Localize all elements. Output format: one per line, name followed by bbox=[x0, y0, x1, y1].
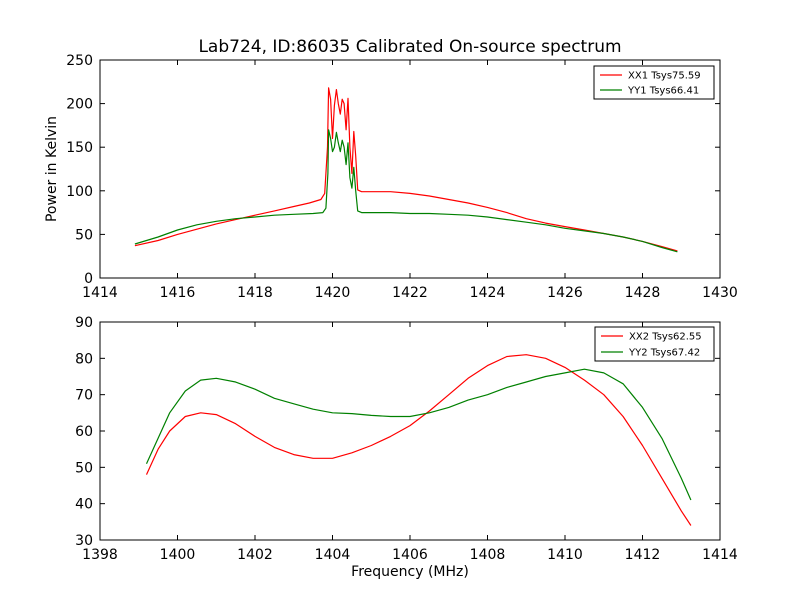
x-tick-label: 1406 bbox=[392, 547, 428, 563]
legend: XX2 Tsys62.55 YY2 Tsys67.42 bbox=[594, 326, 715, 362]
x-tick-label: 1416 bbox=[160, 285, 196, 301]
legend-label-yy2: YY2 Tsys67.42 bbox=[628, 348, 700, 359]
axis-ticks: 1398 1400 1402 1404 1406 1408 1410 1412 1414 30 40… bbox=[75, 315, 738, 563]
x-tick-label: 1410 bbox=[547, 547, 583, 563]
y-tick-label: 90 bbox=[75, 315, 93, 331]
x-tick-label: 1412 bbox=[625, 547, 661, 563]
y-tick-label: 150 bbox=[66, 140, 93, 156]
chart-bottom-panel: Frequency (MHz) 1398 1400 1402 1404 1406 1408… bbox=[75, 315, 738, 580]
x-tick-label: 1418 bbox=[237, 285, 273, 301]
legend-box bbox=[593, 65, 715, 100]
legend: XX1 Tsys75.59 YY1 Tsys66.41 bbox=[593, 65, 715, 100]
x-tick-label: 1408 bbox=[470, 547, 506, 563]
x-tick-label: 1430 bbox=[702, 285, 738, 301]
series-line-xx1 bbox=[134, 87, 678, 252]
x-tick-label: 1428 bbox=[625, 285, 661, 301]
legend-box bbox=[594, 326, 715, 362]
axis-ticks: 1414 1416 1418 1420 1422 1424 1426 1428 1430 0 50 1… bbox=[66, 53, 738, 301]
y-tick-label: 0 bbox=[84, 271, 93, 287]
x-tick-label: 1398 bbox=[82, 547, 118, 563]
y-tick-label: 200 bbox=[66, 97, 93, 113]
legend-label-yy1: YY1 Tsys66.41 bbox=[627, 86, 699, 97]
plot-area-series bbox=[145, 354, 692, 526]
chart-title: Lab724, ID:86035 Calibrated On-source sp… bbox=[198, 37, 621, 57]
y-tick-label: 100 bbox=[66, 184, 93, 200]
y-tick-label: 70 bbox=[75, 388, 93, 404]
chart-top-panel: Lab724, ID:86035 Calibrated On-source sp… bbox=[44, 37, 738, 301]
x-tick-label: 1414 bbox=[82, 285, 118, 301]
x-axis-label: Frequency (MHz) bbox=[351, 564, 469, 580]
x-tick-label: 1424 bbox=[470, 285, 506, 301]
y-tick-label: 40 bbox=[75, 497, 93, 513]
x-tick-label: 1422 bbox=[392, 285, 428, 301]
y-tick-label: 60 bbox=[75, 424, 93, 440]
x-tick-label: 1404 bbox=[315, 547, 351, 563]
y-tick-label: 50 bbox=[75, 460, 93, 476]
y-axis-label: Power in Kelvin bbox=[44, 116, 60, 222]
legend-label-xx1: XX1 Tsys75.59 bbox=[628, 71, 701, 82]
y-tick-label: 50 bbox=[75, 227, 93, 243]
x-tick-label: 1426 bbox=[547, 285, 583, 301]
y-tick-label: 80 bbox=[75, 351, 93, 367]
x-tick-label: 1420 bbox=[315, 285, 351, 301]
series-line-xx2 bbox=[145, 354, 692, 526]
x-tick-label: 1400 bbox=[160, 547, 196, 563]
x-tick-label: 1402 bbox=[237, 547, 273, 563]
y-tick-label: 30 bbox=[75, 533, 93, 549]
series-line-yy1 bbox=[134, 129, 678, 253]
y-tick-label: 250 bbox=[66, 53, 93, 69]
legend-label-xx2: XX2 Tsys62.55 bbox=[629, 332, 702, 343]
series-line-yy2 bbox=[145, 368, 692, 501]
x-tick-label: 1414 bbox=[702, 547, 738, 563]
plot-area-series bbox=[134, 87, 678, 253]
